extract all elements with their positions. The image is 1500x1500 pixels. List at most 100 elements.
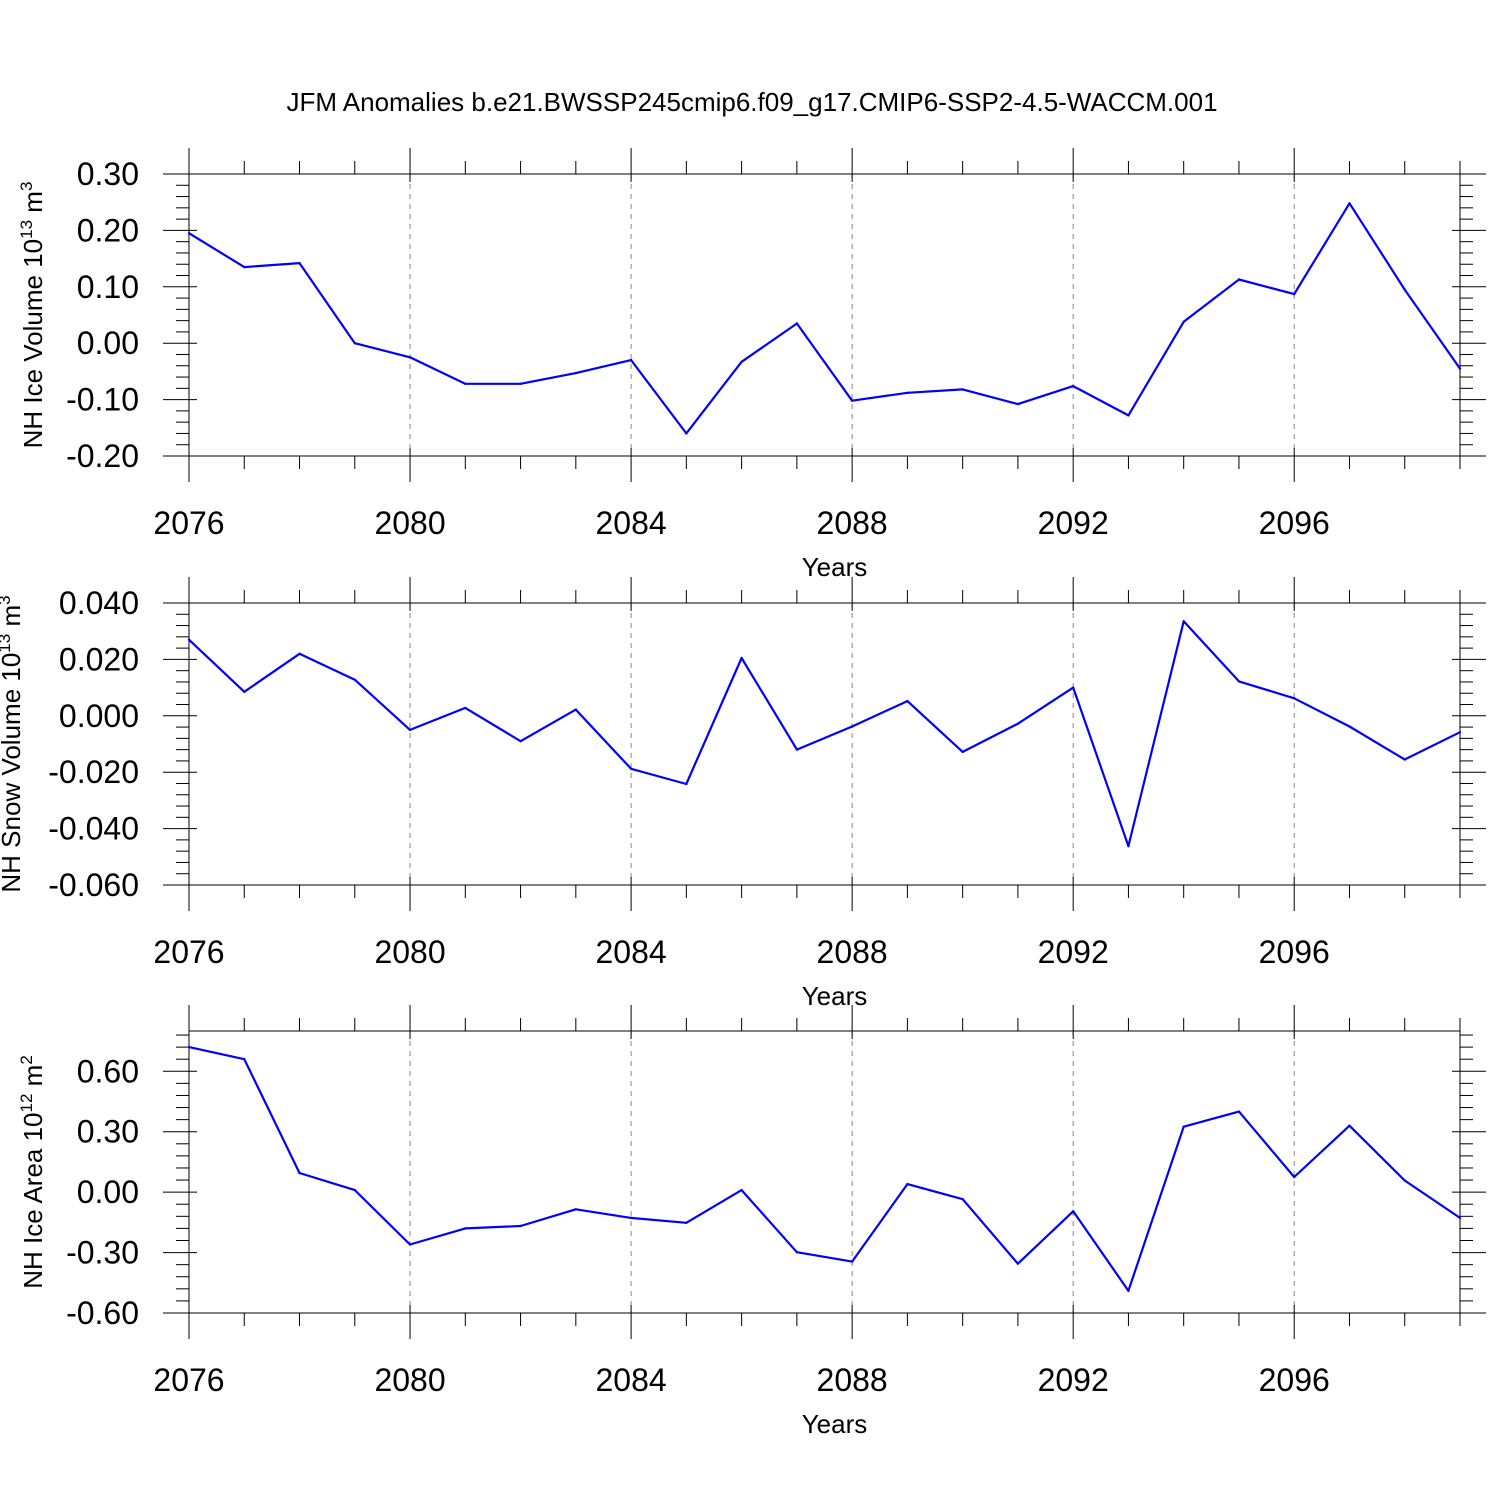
data-point [298, 1171, 301, 1175]
x-tick-label: 2096 [1259, 934, 1330, 970]
y-tick-label: 0.00 [77, 325, 139, 361]
x-tick-label: 2080 [374, 1362, 445, 1398]
data-point [408, 728, 412, 732]
data-point [685, 432, 688, 435]
data-point [1127, 414, 1130, 417]
y-tick-label: -0.10 [66, 382, 139, 418]
data-point [906, 699, 909, 703]
data-point [1127, 844, 1130, 848]
panel-snow-volume: -0.060 -0.040 -0.020 0.000 0.020 0.040 2076 208… [0, 577, 1486, 1011]
data-point [519, 739, 522, 743]
y-axis-title: NH Ice Volume 1013 m3 [17, 182, 48, 449]
y-tick-label: 0.00 [77, 1174, 139, 1210]
x-tick-label: 2084 [595, 934, 666, 970]
data-point [1458, 367, 1462, 370]
data-point [353, 1188, 356, 1192]
y-tick-label: 0.30 [77, 1114, 139, 1150]
data-point [1293, 1175, 1296, 1179]
y-axis-title: NH Snow Volume 1013 m3 [0, 595, 26, 892]
y-tick-label: -0.30 [66, 1235, 139, 1271]
x-tick-label: 2088 [817, 505, 888, 541]
data-point [1071, 1210, 1075, 1213]
x-tick-label: 2076 [153, 934, 224, 970]
data-point [906, 1182, 909, 1186]
x-tick-label: 2096 [1259, 505, 1330, 541]
y-tick-label: 0.020 [59, 641, 139, 677]
x-axis-title: Years [802, 981, 868, 1011]
data-point [243, 265, 246, 269]
data-point [685, 1221, 688, 1224]
data-point [685, 782, 688, 786]
data-point [187, 638, 191, 641]
data-point [298, 652, 301, 655]
series-line [188, 620, 1461, 848]
data-point [850, 399, 854, 402]
data-point [298, 261, 301, 265]
data-point [850, 725, 854, 728]
data-point [1458, 730, 1462, 734]
plot-frame [188, 602, 1461, 886]
series-line [188, 1046, 1461, 1292]
y-axis-title: NH Ice Area 1012 m2 [17, 1055, 48, 1289]
data-point [1403, 288, 1406, 291]
data-point [1016, 1262, 1020, 1265]
data-point [629, 1216, 633, 1220]
data-point [961, 750, 964, 754]
data-point [740, 1188, 743, 1192]
chart-title: JFM Anomalies b.e21.BWSSP245cmip6.f09_g1… [286, 87, 1217, 117]
series-line [188, 202, 1461, 435]
data-point [1348, 202, 1351, 205]
data-point [187, 232, 191, 235]
data-point [408, 356, 412, 359]
data-point [574, 708, 578, 711]
data-point [1071, 384, 1075, 388]
data-point [353, 342, 356, 345]
data-point [795, 1250, 799, 1254]
data-point [850, 1260, 854, 1263]
data-point [795, 322, 799, 325]
data-point [1182, 620, 1185, 623]
data-point [464, 382, 467, 386]
panel-ice-volume: -0.20 -0.10 0.00 0.10 0.20 0.30 2076 2080 2084 20… [17, 148, 1486, 582]
data-point [464, 1227, 467, 1230]
y-tick-label: 0.20 [77, 212, 139, 248]
y-tick-label: -0.060 [48, 867, 139, 903]
data-point [1458, 1216, 1462, 1220]
data-point [408, 1243, 412, 1246]
data-point [795, 748, 799, 751]
data-point [1348, 1124, 1351, 1127]
data-point [1237, 680, 1241, 683]
y-tick-label: 0.040 [59, 585, 139, 621]
x-tick-label: 2092 [1038, 505, 1109, 541]
x-tick-label: 2080 [374, 505, 445, 541]
data-point [574, 371, 578, 375]
data-point [1237, 1110, 1241, 1113]
x-tick-label: 2080 [374, 934, 445, 970]
data-point [1016, 402, 1020, 406]
data-point [187, 1045, 191, 1049]
x-tick-label: 2092 [1038, 934, 1109, 970]
data-point [1403, 758, 1406, 761]
y-tick-label: -0.60 [66, 1295, 139, 1331]
data-point [906, 391, 909, 395]
x-tick-label: 2088 [817, 934, 888, 970]
y-tick-label: 0.10 [77, 269, 139, 305]
data-point [1403, 1179, 1406, 1182]
x-tick-label: 2076 [153, 1362, 224, 1398]
data-point [629, 767, 633, 771]
data-point [464, 706, 467, 710]
data-point [519, 382, 522, 386]
x-tick-label: 2088 [817, 1362, 888, 1398]
y-tick-label: -0.040 [48, 811, 139, 847]
data-point [629, 358, 633, 362]
data-point [353, 678, 356, 681]
data-point [243, 1058, 246, 1061]
plot-frame [188, 1030, 1461, 1314]
data-point [1293, 697, 1296, 700]
panel-ice-area: -0.60 -0.30 0.00 0.30 0.60 2076 2080 2084 2088 20… [17, 1005, 1486, 1439]
x-tick-label: 2092 [1038, 1362, 1109, 1398]
y-tick-label: -0.020 [48, 754, 139, 790]
data-point [519, 1224, 522, 1228]
data-point [961, 1197, 964, 1201]
data-point [1071, 686, 1075, 689]
